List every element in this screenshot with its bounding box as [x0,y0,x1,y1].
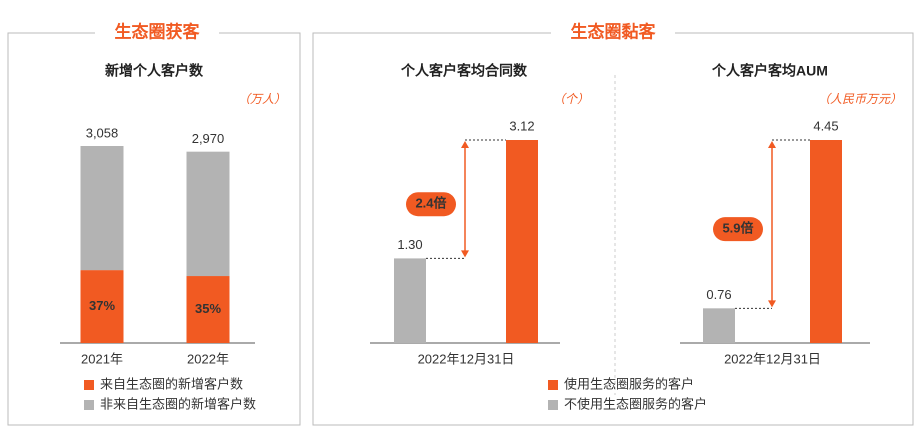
value-label: 0.76 [706,287,731,302]
legend-swatch [84,400,94,410]
value-label: 1.30 [397,237,422,252]
chart-title: 个人客户客均合同数 [400,63,528,79]
header-bg [95,20,219,46]
bar-segment [80,270,124,343]
bar-segment [80,146,124,271]
chart-title: 个人客户客均AUM [711,63,828,79]
bar [810,140,842,343]
legend-label: 来自生态圈的新增客户数 [100,376,243,391]
unit-label: （个） [553,92,589,106]
x-tick-label: 2021年 [81,351,123,366]
legend-label: 使用生态圈服务的客户 [564,376,694,391]
legend-label: 不使用生态圈服务的客户 [564,396,707,411]
chart-title: 新增个人客户数 [105,63,204,79]
value-label: 37% [89,298,115,313]
x-tick-label: 2022年12月31日 [724,351,821,366]
value-label: 35% [195,301,221,316]
x-tick-label: 2022年12月31日 [418,351,515,366]
header-bg [551,20,675,46]
x-tick-label: 2022年 [187,351,229,366]
legend-label: 非来自生态圈的新增客户数 [100,396,256,411]
total-label: 3,058 [86,125,119,140]
badge [406,192,456,217]
total-label: 2,970 [192,131,225,146]
bar-segment [186,276,230,343]
unit-label: （人民币万元） [818,92,902,106]
section-title: 生态圈黏客 [571,21,657,41]
badge [713,217,763,242]
section-title: 生态圈获客 [115,21,201,41]
value-label: 3.12 [509,118,534,133]
bar [506,140,538,343]
annotation: 5.9倍 [722,221,753,236]
bar [394,258,426,343]
legend-swatch [548,380,558,390]
bar [703,308,735,343]
value-label: 4.45 [813,118,838,133]
legend-swatch [84,380,94,390]
legend-swatch [548,400,558,410]
unit-label: （万人） [238,92,286,106]
annotation: 2.4倍 [415,196,446,211]
bar-segment [186,151,230,277]
